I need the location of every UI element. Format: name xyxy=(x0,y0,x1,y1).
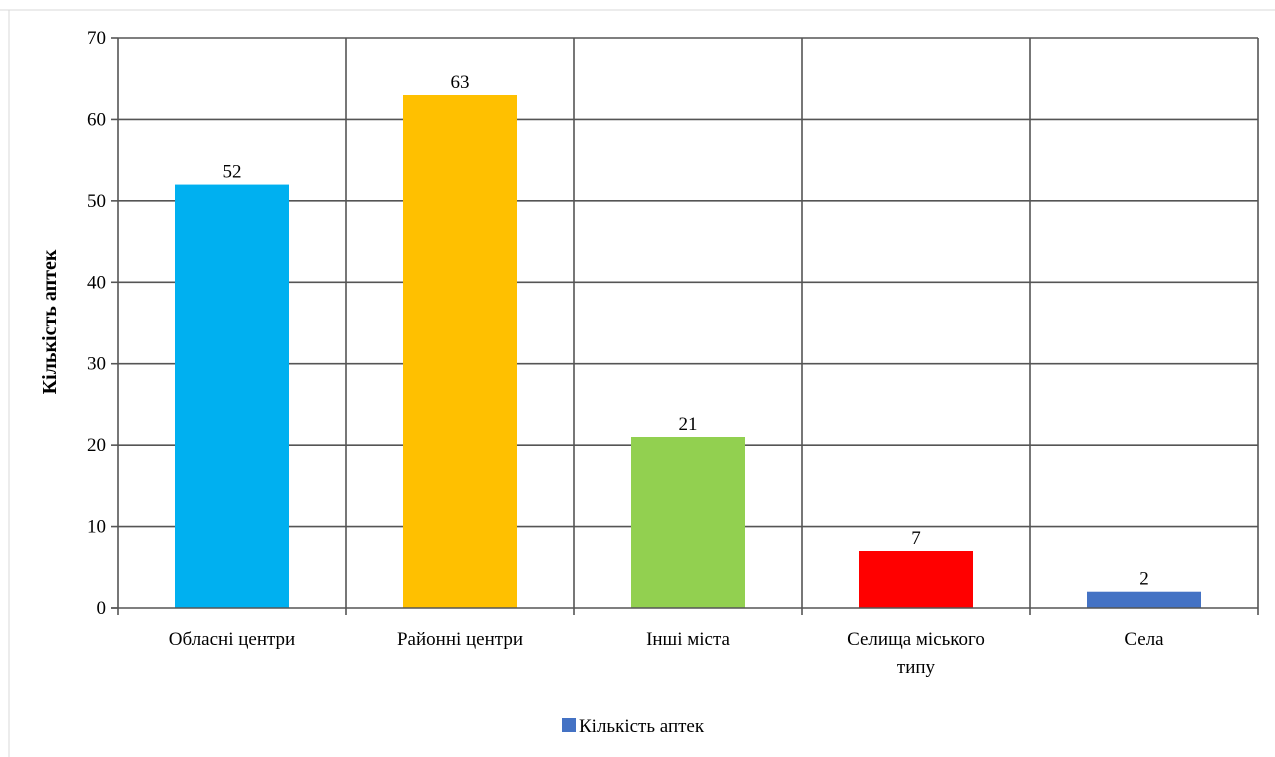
bar xyxy=(175,184,289,609)
y-tick-label: 10 xyxy=(87,517,106,538)
data-label: 2 xyxy=(1139,569,1149,590)
x-tick-label: Селища міського xyxy=(847,629,985,650)
y-tick-label: 60 xyxy=(87,109,106,130)
x-tick-label: Інші міста xyxy=(646,629,730,650)
y-tick-label: 50 xyxy=(87,191,106,212)
bar xyxy=(1087,591,1201,608)
data-label: 7 xyxy=(911,528,921,549)
data-label: 21 xyxy=(679,414,698,435)
bar xyxy=(859,551,973,608)
y-tick-label: 70 xyxy=(87,28,106,49)
data-label: 63 xyxy=(451,72,470,93)
y-tick-label: 40 xyxy=(87,272,106,293)
legend: Кількість аптек xyxy=(562,716,705,737)
data-label: 52 xyxy=(223,162,242,183)
x-tick-label: типу xyxy=(897,657,936,678)
y-tick-label: 30 xyxy=(87,354,106,375)
y-tick-label: 20 xyxy=(87,435,106,456)
labels: 0 10 20 30 40 50 60 70 52 63 21 7 2 Обласні центри Рай… xyxy=(87,28,1164,678)
bar xyxy=(631,437,745,608)
x-tick-label: Села xyxy=(1124,629,1164,650)
grid-lines xyxy=(118,37,1259,615)
bars xyxy=(175,95,1201,609)
y-axis-title: Кількість аптек xyxy=(39,249,61,394)
y-tick-label: 0 xyxy=(97,598,107,619)
x-tick-label: Районні центри xyxy=(397,629,523,650)
legend-label: Кількість аптек xyxy=(579,716,705,737)
bar xyxy=(403,95,517,608)
x-tick-label: Обласні центри xyxy=(169,629,295,650)
legend-swatch xyxy=(562,718,576,732)
axes xyxy=(111,37,1258,615)
